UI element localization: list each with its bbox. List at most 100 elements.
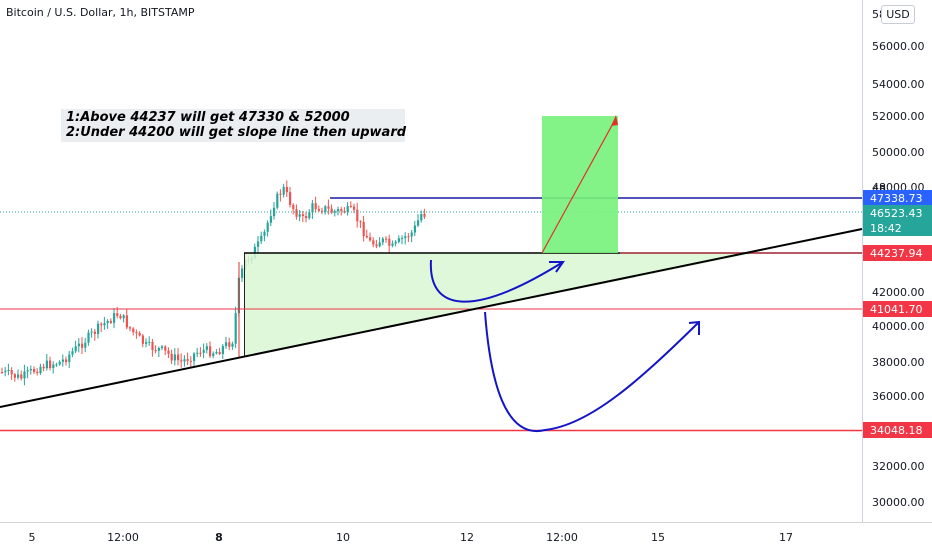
candle-body (26, 370, 29, 372)
candle-body (167, 350, 170, 354)
candle-body (68, 354, 71, 363)
candle-body (20, 374, 23, 379)
price-label-bg (863, 205, 932, 221)
candle-body (125, 315, 128, 328)
price-label: 41041.70 (870, 303, 923, 316)
price-label-bg (863, 245, 932, 261)
candle-body (311, 203, 314, 213)
candle-body (10, 370, 13, 375)
trend-line (0, 228, 863, 408)
candle-body (298, 214, 301, 217)
price-tick: 52000.00 (872, 110, 925, 123)
candle-body (180, 360, 183, 362)
candle-body (241, 268, 244, 278)
analysis-note-line1: 1:Above 44237 will get 47330 & 52000 (66, 110, 350, 125)
candle-body (308, 212, 311, 219)
target-arrow-line (541, 117, 617, 254)
candle-body (29, 369, 32, 371)
candle-body (135, 332, 138, 334)
price-tick: 40000.00 (872, 320, 925, 333)
candle-body (378, 242, 381, 247)
candle-body (295, 209, 298, 217)
candle-body (292, 204, 295, 210)
candle-body (314, 203, 317, 210)
candle-body (340, 209, 343, 212)
candle-body (90, 331, 93, 333)
candle-body (420, 213, 423, 221)
price-label-bg (863, 190, 932, 206)
candle-body (33, 369, 36, 372)
candle-body (317, 209, 320, 211)
bounce-arrow-upper (429, 259, 564, 303)
candle-body (260, 235, 263, 242)
time-tick: 15 (651, 531, 665, 544)
chart-title: Bitcoin / U.S. Dollar, 1h, BITSTAMP (6, 6, 195, 19)
candle-body (221, 346, 224, 355)
bounce-arrow-lower-head (688, 320, 700, 335)
price-tick: 30000.00 (872, 496, 925, 509)
time-axis-ticks: 5 12:00 8 10 12 12:00 15 17 (29, 531, 794, 544)
price-label: 34048.18 (870, 424, 923, 437)
candle-body (391, 243, 394, 246)
analysis-note: 1:Above 44237 will get 47330 & 52000 2:U… (61, 109, 406, 142)
candle-body (97, 323, 100, 334)
price-label: 46523.43 (870, 207, 923, 220)
candle-body (77, 343, 80, 347)
price-tick: 56000.00 (872, 40, 925, 53)
candle-body (321, 210, 324, 212)
candle-body (356, 209, 359, 222)
candle-body (423, 213, 426, 217)
bounce-arrow-lower (484, 311, 700, 433)
currency-button[interactable]: USD (881, 5, 915, 24)
candle-body (154, 350, 157, 352)
candle-body (36, 371, 39, 374)
candle-body (282, 186, 285, 195)
candle-body (157, 348, 160, 351)
candle-body (388, 238, 391, 246)
candle-body (81, 343, 84, 348)
price-tick: 42000.00 (872, 286, 925, 299)
candle-body (17, 374, 20, 378)
time-tick: 8 (215, 531, 223, 544)
candle-body (84, 342, 87, 348)
candle-body (359, 221, 362, 223)
candle-body (228, 342, 231, 347)
candle-body (273, 207, 276, 217)
candle-body (49, 360, 52, 369)
candle-body (337, 209, 340, 212)
candle-body (122, 315, 125, 319)
candle-body (285, 186, 288, 193)
candle-body (413, 225, 416, 233)
candle-body (186, 359, 189, 361)
candle-body (23, 371, 26, 379)
candle-body (13, 374, 16, 378)
candle-body (42, 366, 45, 369)
candle-body (58, 361, 61, 365)
candle-body (109, 320, 112, 323)
candle-body (212, 353, 215, 357)
price-axis-labels: 47338.73 46523.43 18:42 44237.94 41041.70 340… (863, 190, 932, 438)
candle-body (4, 370, 7, 373)
candle-body (394, 241, 397, 244)
candle-body (404, 236, 407, 239)
candle-body (103, 323, 106, 326)
candle-body (410, 232, 413, 237)
candle-body (106, 320, 109, 324)
time-tick: 12 (460, 531, 474, 544)
time-tick: 17 (779, 531, 793, 544)
candle-body (45, 360, 48, 369)
candle-body (74, 346, 77, 352)
bounce-arrow-upper-head (549, 261, 565, 273)
candle-body (161, 346, 164, 349)
price-label: 44237.94 (870, 247, 923, 260)
candle-body (132, 328, 135, 333)
price-label-bg (863, 422, 932, 438)
candle-body (129, 327, 132, 329)
candle-body (189, 360, 192, 362)
candle-body (141, 335, 144, 344)
candle-body (61, 359, 64, 362)
candle-body (151, 341, 154, 351)
candle-body (381, 238, 384, 243)
candle-body (1, 372, 4, 373)
